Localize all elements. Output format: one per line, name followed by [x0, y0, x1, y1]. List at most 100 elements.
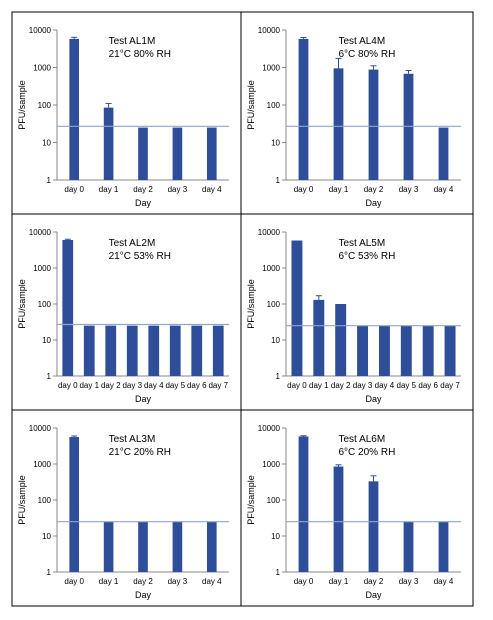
x-tick-label: day 1 — [329, 577, 349, 586]
chart-subtitle: 21°C 20% RH — [109, 447, 171, 458]
chart-panel-6: 1 10 100 1000 10000 day 0 day 1 day 2 day 3 day 4… — [240, 409, 474, 607]
bar — [403, 521, 414, 572]
bar — [172, 521, 183, 572]
chart-title: Test AL1M — [109, 36, 156, 47]
y-tick-label: 100 — [267, 101, 281, 110]
x-tick-label: day 2 — [331, 381, 351, 390]
x-axis-label: Day — [365, 590, 382, 600]
x-tick-label: day 0 — [64, 185, 84, 194]
x-tick-label: day 4 — [375, 381, 395, 390]
bar — [103, 521, 114, 572]
x-tick-label: day 0 — [287, 381, 307, 390]
y-tick-label: 1 — [47, 372, 52, 381]
bar — [169, 325, 181, 376]
x-tick-label: day 0 — [294, 185, 314, 194]
bar — [400, 325, 412, 376]
y-tick-label: 1 — [276, 372, 281, 381]
bar — [212, 325, 224, 376]
bar — [298, 436, 309, 572]
x-tick-label: day 2 — [364, 577, 384, 586]
bar — [148, 325, 160, 376]
bar — [105, 325, 117, 376]
chart-title: Test AL3M — [109, 434, 156, 445]
panel-border — [11, 409, 242, 607]
x-tick-label: day 6 — [418, 381, 438, 390]
chart-panel-1: 1 10 100 1000 10000 day 0 day 1 day 2 day 3 day 4… — [11, 11, 242, 215]
panel-border — [240, 409, 474, 607]
y-tick-label: 10000 — [29, 26, 52, 35]
x-tick-label: day 2 — [101, 381, 121, 390]
bar — [103, 107, 114, 180]
bar — [378, 325, 390, 376]
y-tick-label: 10 — [271, 139, 280, 148]
bar — [138, 127, 148, 180]
x-axis-label: Day — [365, 394, 382, 404]
x-tick-label: day 3 — [399, 185, 419, 194]
y-tick-label: 1000 — [262, 460, 280, 469]
bar — [333, 68, 344, 180]
x-tick-label: day 4 — [144, 381, 164, 390]
y-tick-label: 100 — [38, 101, 52, 110]
bar — [357, 325, 369, 376]
x-tick-label: day 5 — [165, 381, 185, 390]
y-tick-label: 10000 — [258, 228, 281, 237]
x-tick-label: day 4 — [434, 577, 454, 586]
y-tick-label: 10000 — [258, 26, 281, 35]
chart-subtitle: 21°C 80% RH — [109, 49, 171, 60]
bar — [83, 325, 95, 376]
x-tick-label: day 1 — [99, 577, 119, 586]
x-tick-label: day 3 — [168, 185, 188, 194]
bar — [298, 38, 309, 181]
y-tick-label: 1 — [47, 176, 52, 185]
bar — [333, 466, 344, 572]
y-tick-label: 100 — [267, 496, 281, 505]
x-axis-label: Day — [135, 198, 152, 208]
y-tick-label: 10 — [271, 336, 280, 345]
y-tick-label: 10 — [42, 139, 51, 148]
x-tick-label: day 1 — [329, 185, 349, 194]
y-tick-label: 1 — [276, 568, 281, 577]
bar — [291, 240, 303, 376]
x-tick-label: day 1 — [99, 185, 119, 194]
y-tick-label: 10000 — [29, 228, 52, 237]
bar — [69, 38, 80, 181]
x-tick-label: day 3 — [168, 577, 188, 586]
bar — [422, 325, 434, 376]
y-tick-label: 1000 — [262, 64, 280, 73]
y-axis-label: PFU/sample — [246, 279, 256, 329]
bar — [126, 325, 138, 376]
x-tick-label: day 7 — [440, 381, 460, 390]
x-tick-label: day 3 — [399, 577, 419, 586]
y-tick-label: 10 — [42, 532, 51, 541]
y-tick-label: 10 — [42, 336, 51, 345]
x-tick-label: day 0 — [58, 381, 78, 390]
y-tick-label: 1 — [276, 176, 281, 185]
chart-title: Test AL4M — [339, 36, 386, 47]
bar — [191, 325, 203, 376]
bar — [368, 481, 379, 572]
x-tick-label: day 7 — [208, 381, 228, 390]
x-tick-label: day 4 — [202, 185, 222, 194]
chart-subtitle: 21°C 53% RH — [109, 251, 171, 262]
y-tick-label: 10 — [271, 532, 280, 541]
x-tick-label: day 2 — [133, 577, 153, 586]
chart-panel-5: 1 10 100 1000 10000 day 0 day 1 day 2 day 3 day 4… — [11, 409, 242, 607]
x-tick-label: day 1 — [309, 381, 329, 390]
y-tick-label: 10000 — [29, 424, 52, 433]
x-tick-label: day 5 — [397, 381, 417, 390]
y-tick-label: 100 — [267, 300, 281, 309]
chart-subtitle: 6°C 20% RH — [339, 447, 396, 458]
y-tick-label: 100 — [38, 496, 52, 505]
chart-panel-3: 1 10 100 1000 10000 day 0 day 1 day 2 day 3 day 4… — [11, 213, 242, 411]
y-tick-label: 1 — [47, 568, 52, 577]
x-tick-label: day 3 — [353, 381, 373, 390]
x-tick-label: day 3 — [122, 381, 142, 390]
x-tick-label: day 0 — [294, 577, 314, 586]
x-axis-label: Day — [365, 198, 382, 208]
x-axis-label: Day — [135, 394, 152, 404]
panel-border — [240, 213, 474, 411]
y-tick-label: 1000 — [33, 64, 51, 73]
chart-title: Test AL5M — [339, 238, 386, 249]
x-axis-label: Day — [135, 590, 152, 600]
